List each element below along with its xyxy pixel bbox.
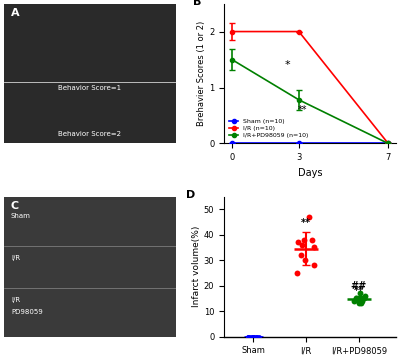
Point: [250, 334, 257, 339]
Point: [352, 295, 359, 301]
Point: [294, 270, 300, 276]
Point: [301, 237, 307, 243]
Text: C: C: [11, 201, 19, 211]
Point: [311, 245, 317, 250]
Legend: Sham (n=10), I/R (n=10), I/R+PD98059 (n=10): Sham (n=10), I/R (n=10), I/R+PD98059 (n=…: [227, 117, 311, 140]
Point: [358, 301, 364, 306]
Text: **: **: [298, 105, 307, 115]
Point: [309, 237, 315, 243]
Point: [244, 334, 251, 339]
Text: I/R: I/R: [11, 255, 20, 261]
Point: [356, 295, 363, 301]
Point: [356, 298, 362, 304]
Point: [253, 334, 259, 339]
Point: [355, 301, 362, 306]
Point: [306, 214, 313, 220]
Text: *: *: [285, 60, 290, 70]
Point: [361, 295, 367, 301]
Point: [250, 334, 256, 339]
Point: [362, 293, 368, 299]
Text: Sham: Sham: [11, 213, 31, 219]
Point: [295, 240, 301, 245]
Point: [254, 334, 260, 339]
Text: **: **: [301, 218, 311, 228]
Text: **: **: [354, 286, 364, 296]
Point: [299, 242, 305, 248]
Y-axis label: Infarct volume(%): Infarct volume(%): [192, 226, 201, 307]
Point: [250, 334, 256, 339]
Point: [359, 298, 365, 304]
Text: Behavior Score=1: Behavior Score=1: [58, 85, 122, 91]
Point: [311, 262, 318, 268]
Point: [298, 252, 304, 258]
Text: PD98059: PD98059: [11, 309, 43, 315]
X-axis label: Days: Days: [298, 168, 322, 178]
Text: Behavior Score=2: Behavior Score=2: [58, 131, 122, 137]
Point: [351, 298, 358, 304]
Point: [357, 290, 364, 296]
Point: [249, 334, 256, 339]
Text: I/R: I/R: [11, 297, 20, 303]
Text: D: D: [186, 190, 196, 200]
Point: [247, 334, 254, 339]
Y-axis label: Brehavier Scores (1 or 2): Brehavier Scores (1 or 2): [197, 21, 206, 126]
Text: B: B: [193, 0, 202, 6]
Point: [256, 334, 262, 339]
Text: ##: ##: [351, 281, 367, 291]
Text: A: A: [11, 8, 20, 18]
Point: [244, 334, 251, 339]
Point: [302, 257, 308, 263]
